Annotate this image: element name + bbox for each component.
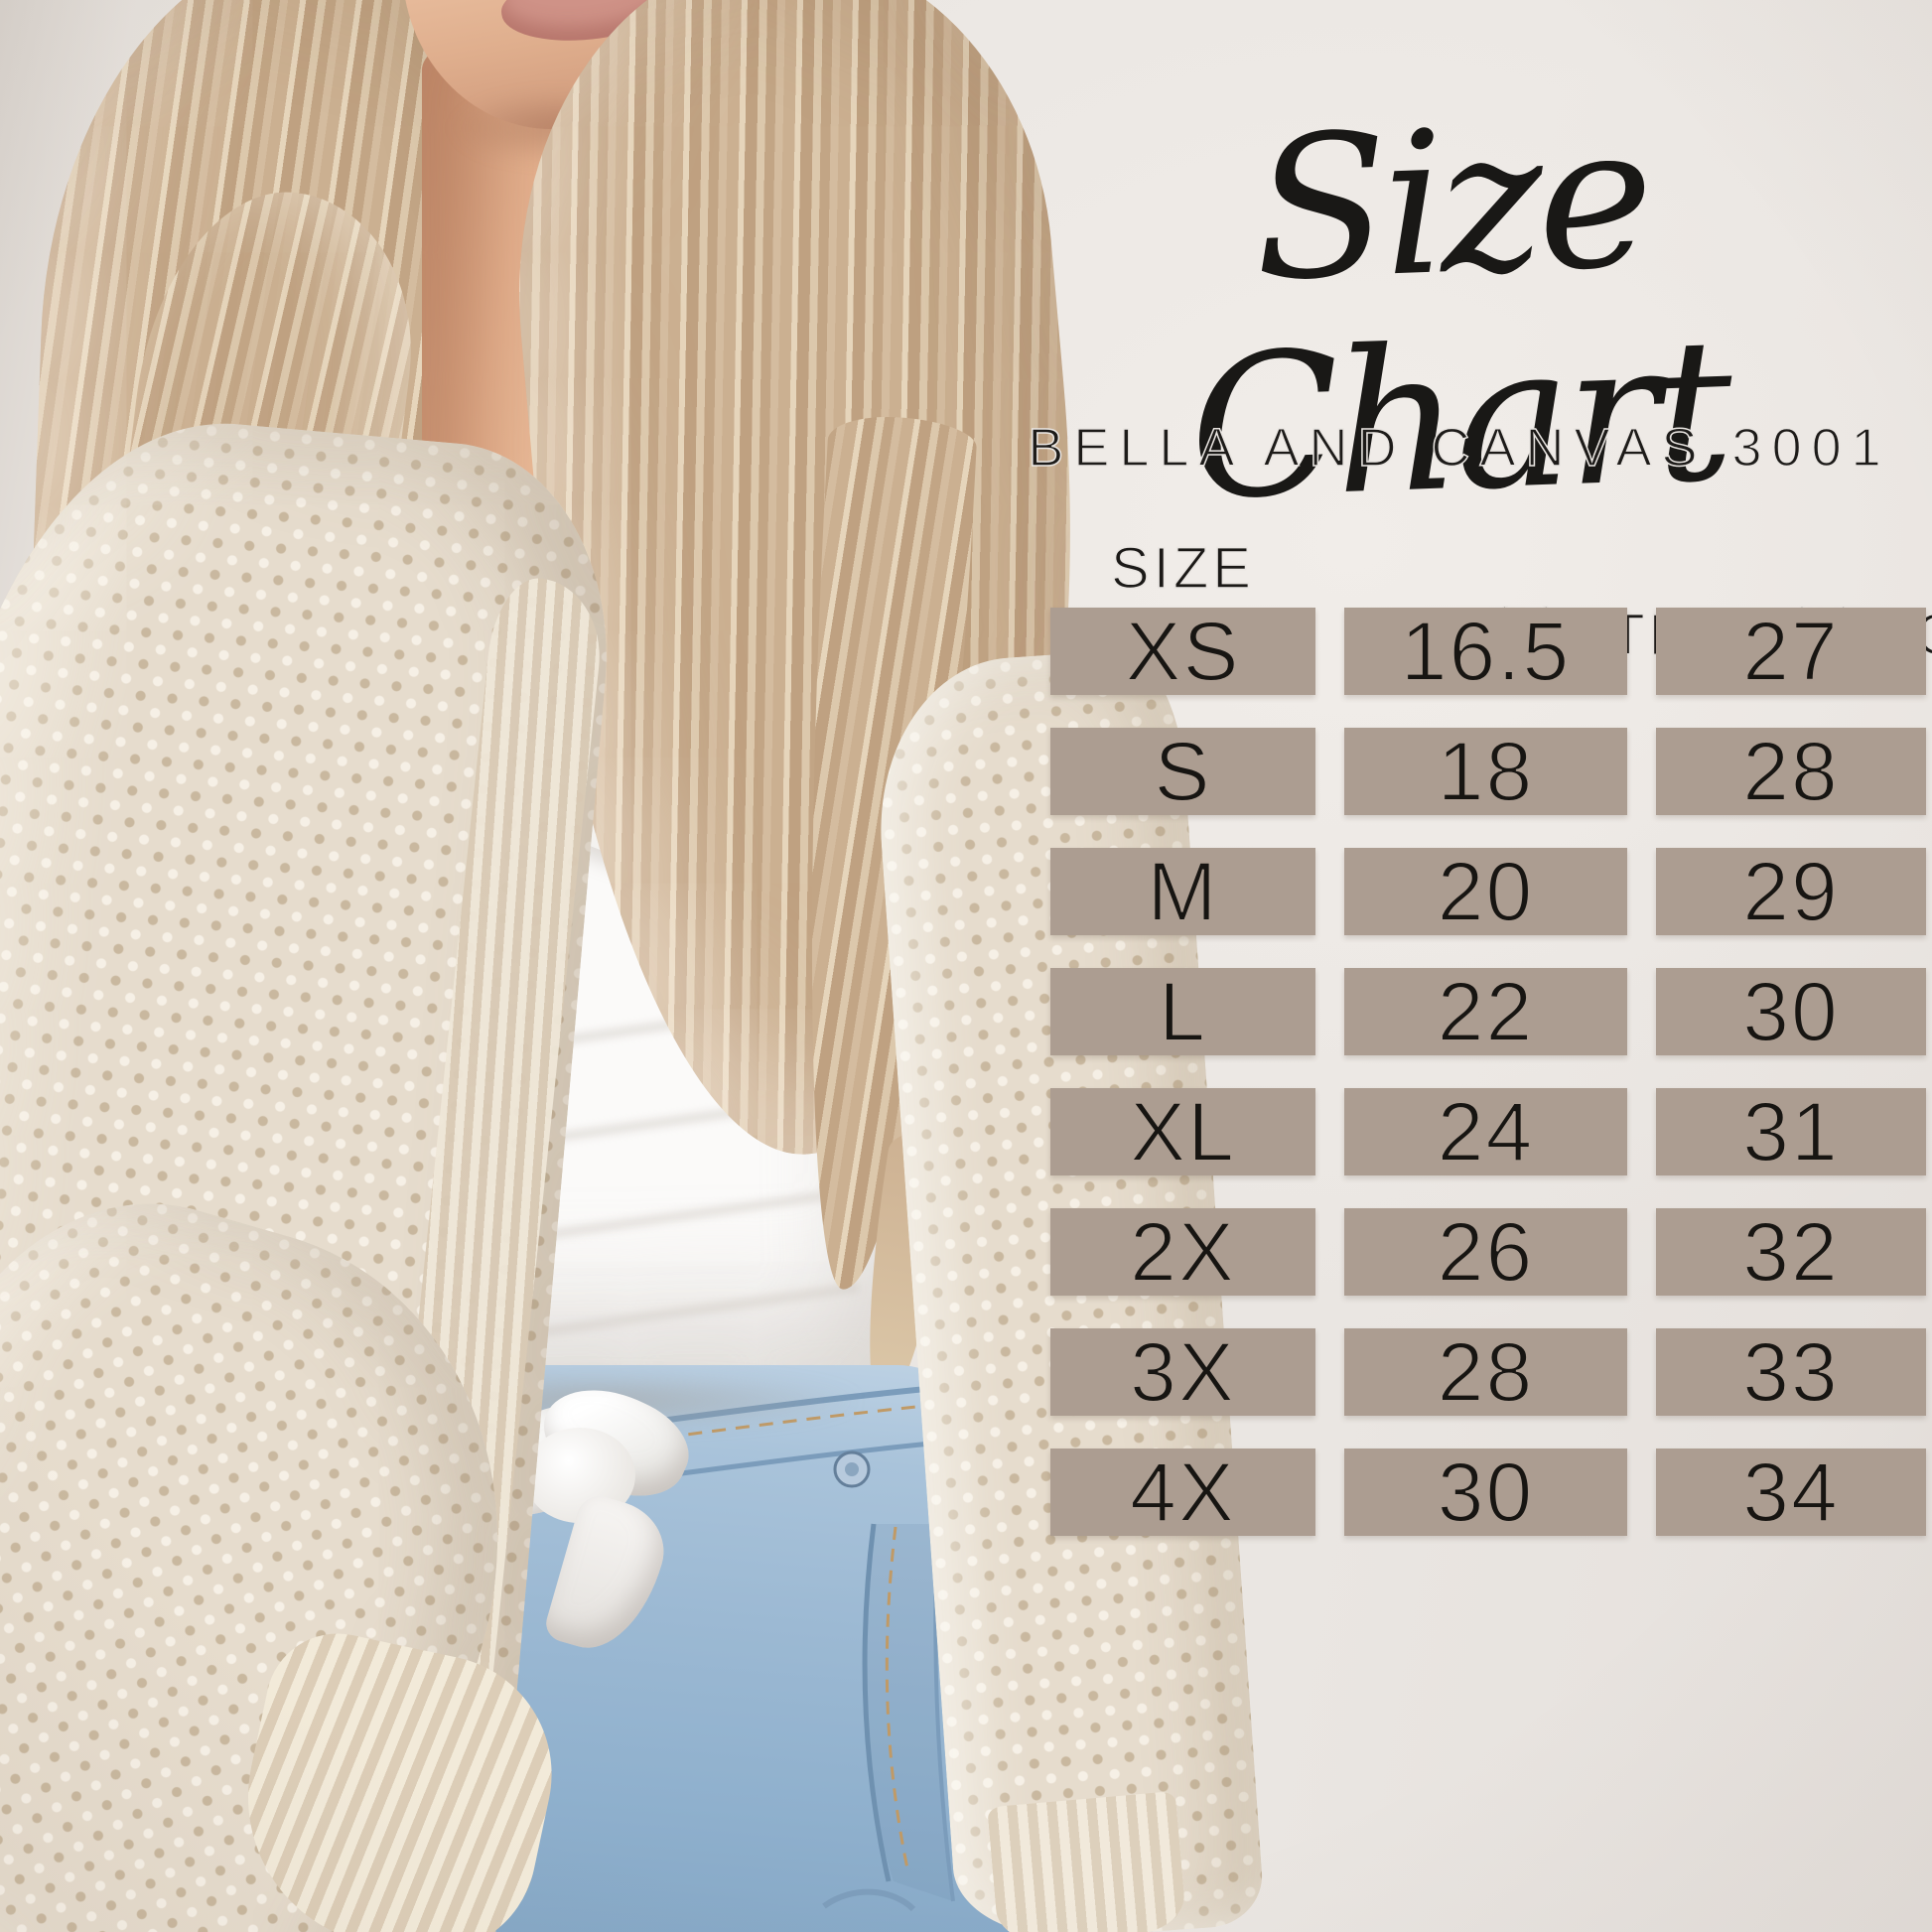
width-cell: 18 [1344, 724, 1627, 819]
size-cell: 3X [1050, 1324, 1315, 1420]
width-cell: 28 [1344, 1324, 1627, 1420]
size-cell: M [1050, 844, 1315, 939]
width-cell: 16.5 [1344, 604, 1627, 699]
size-cell: S [1050, 724, 1315, 819]
length-cell: 31 [1656, 1084, 1926, 1179]
size-cell: XL [1050, 1084, 1315, 1179]
size-cell: 4X [1050, 1445, 1315, 1540]
length-cell: 27 [1656, 604, 1926, 699]
width-cell: 26 [1344, 1204, 1627, 1300]
length-cell: 28 [1656, 724, 1926, 819]
table-header-row: SIZE WIDTH(IN) LENGTH(IN) [1050, 524, 1932, 668]
width-cell: 30 [1344, 1445, 1627, 1540]
width-cell: 22 [1344, 964, 1627, 1059]
length-cell: 34 [1656, 1445, 1926, 1540]
length-cell: 30 [1656, 964, 1926, 1059]
width-cell: 20 [1344, 844, 1627, 939]
width-cell: 24 [1344, 1084, 1627, 1179]
chart-subtitle: BELLA AND CANVAS 3001 [1028, 417, 1891, 479]
length-cell: 33 [1656, 1324, 1926, 1420]
size-cell: L [1050, 964, 1315, 1059]
size-cell: 2X [1050, 1204, 1315, 1300]
length-cell: 32 [1656, 1204, 1926, 1300]
column-header-size: SIZE [1110, 535, 1255, 602]
length-cell: 29 [1656, 844, 1926, 939]
size-cell: XS [1050, 604, 1315, 699]
size-chart-table: XS 16.5 27 S 18 28 M 20 29 L 22 30 XL 24… [1050, 604, 1926, 1540]
